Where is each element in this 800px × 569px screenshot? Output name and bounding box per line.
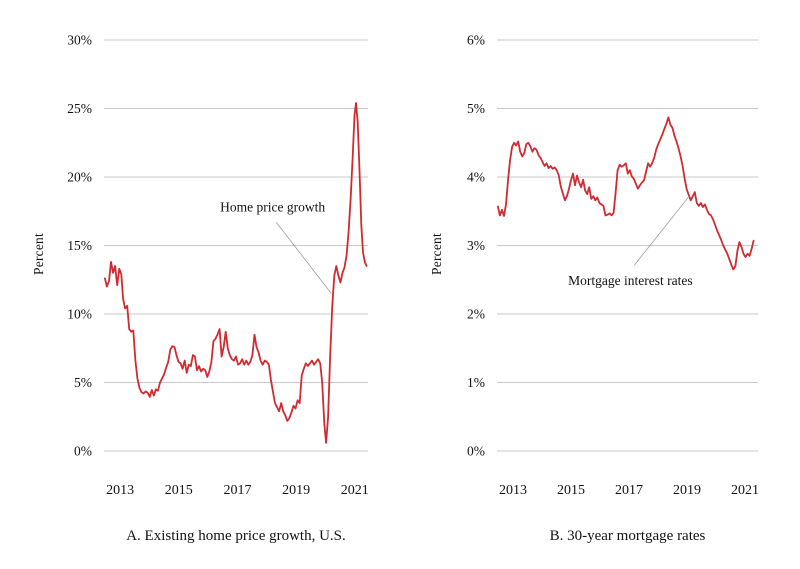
x-tick-label: 2021 [341, 483, 369, 498]
y-tick-label: 20% [67, 170, 92, 185]
x-tick-label: 2015 [165, 483, 193, 498]
caption-panel-b: B. 30-year mortgage rates [549, 528, 706, 544]
x-tick-label: 2017 [223, 483, 251, 498]
series-line-B [496, 116, 755, 271]
panel-A: 0% 5% 10% 15% 20% 25% 30% 2013 2015 2017 2019 2021 H… [67, 33, 369, 499]
x-tick-label: 2013 [499, 483, 527, 498]
y-tick-label: 25% [67, 101, 92, 116]
annotation-label: Mortgage interest rates [568, 273, 692, 288]
x-tick-label: 2015 [557, 483, 585, 498]
y-tick-label: 3% [467, 238, 485, 253]
caption-panel-a: A. Existing home price growth, U.S. [126, 528, 346, 544]
y-tick-label: 5% [467, 101, 485, 116]
annotation-label: Home price growth [220, 200, 325, 215]
x-tick-label: 2019 [673, 483, 701, 498]
annotation-leader-line [275, 221, 332, 294]
x-tick-label: 2019 [282, 483, 310, 498]
y-tick-label: 4% [467, 170, 485, 185]
y-tick-label: 0% [74, 444, 92, 459]
series-line-A [104, 102, 368, 444]
y-tick-label: 1% [467, 375, 485, 390]
y-axis-title-panel-b: Percent [429, 233, 444, 275]
panel-B: 0% 1% 2% 3% 4% 5% 6% 2013 2015 2017 2019 2021 Mortga… [467, 33, 759, 499]
y-tick-label: 5% [74, 375, 92, 390]
x-tick-label: 2017 [615, 483, 643, 498]
y-tick-label: 15% [67, 238, 92, 253]
x-tick-label: 2021 [731, 483, 759, 498]
y-tick-label: 6% [467, 33, 485, 48]
y-axis-title-panel-a: Percent [31, 233, 46, 275]
annotation-leader-line [633, 195, 690, 266]
x-tick-label: 2013 [106, 483, 134, 498]
y-tick-label: 2% [467, 307, 485, 322]
y-tick-label: 10% [67, 307, 92, 322]
y-tick-label: 0% [467, 444, 485, 459]
y-tick-label: 30% [67, 33, 92, 48]
